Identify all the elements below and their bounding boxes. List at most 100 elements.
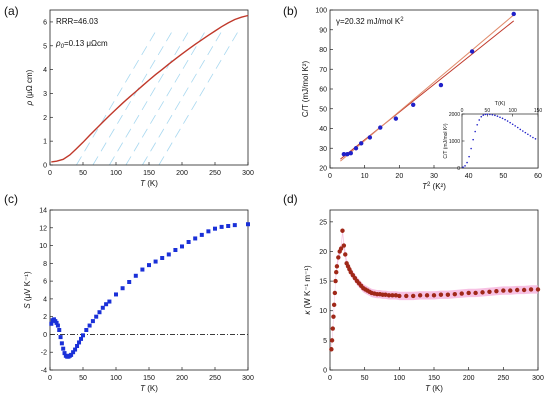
panel-2-xtick-label: 100 [110,375,122,382]
inset-frame [461,113,539,169]
panel-1-ytick-label: 80 [319,47,327,54]
panel-2-xtick-label: 150 [143,375,155,382]
panel-2-xtick-label: 0 [48,375,52,382]
data-point [473,290,478,296]
data-point [331,302,337,308]
inset-data-point [464,165,466,167]
panel-1-ytick-label: 20 [319,166,327,173]
inset-data-point [480,115,483,118]
panel-1-xtick-label: 50 [499,173,507,180]
data-point [77,340,82,345]
data-point [213,226,217,231]
panel-1-xtick-label: 10 [361,173,369,180]
panel-1-xtick-label: 40 [465,173,473,180]
data-point [417,293,423,298]
inset-data-point [514,125,516,127]
panel-0-xtick-label: 250 [209,170,221,177]
data-point [411,102,416,108]
panel-3-xtick-label: 300 [532,375,544,382]
inset-data-point [499,116,501,119]
panel-2-ytick-label: 14 [39,208,47,215]
y-axis-label: S (μV K⁻¹) [23,271,32,309]
faint-guide-line [142,31,222,166]
data-point [73,347,78,352]
data-point [206,229,211,234]
data-point [55,323,60,328]
y-axis-label: C/T (mJ/mol K²) [301,61,310,118]
x-axis-unit: (K) [430,384,443,393]
panel-2-ytick-label: 12 [39,225,47,232]
inset-data-point [484,113,487,116]
inset-data-point [462,166,464,168]
faint-guide-line [76,31,156,166]
data-point [219,224,224,229]
panel-0-frame [49,9,249,166]
data-point [341,243,347,248]
panel-3-ytick-label: 5 [323,338,327,345]
data-point [166,252,171,257]
panel-1-ytick-label: 100 [315,8,327,15]
y-axis-var: S [23,303,32,309]
panel-0-xtick-label: 200 [176,170,188,177]
data-point [79,336,84,341]
panel-0-xtick-label: 150 [143,170,155,177]
y-axis-label: κ (W K⁻¹ m⁻¹) [303,265,312,315]
data-point [84,328,89,332]
panel-2-ytick-label: 10 [39,243,47,250]
faint-guide-line [158,31,239,166]
y-axis-var: κ [303,310,312,315]
data-point [90,319,95,324]
panel-1-xtick-label: 20 [395,173,403,180]
panel-2-xtick-label: 250 [209,375,221,382]
data-point [104,302,109,307]
data-point [329,338,335,343]
inset-xtick-label: 0 [461,108,464,114]
data-point [186,240,191,244]
inset-data-point [519,128,522,131]
data-point [508,288,513,293]
x-axis-label: T (K) [140,179,158,188]
x-axis-unit: (K²) [430,182,446,191]
panel-1-xtick-label: 30 [430,173,438,180]
data-point [367,135,373,140]
inset-data-point [482,114,485,116]
panel-0-ytick-label: 2 [43,115,47,122]
data-point [180,244,184,249]
data-point [226,224,231,228]
panel-3-xtick-label: 50 [361,375,369,382]
inset-data-point [504,118,506,121]
y-axis-var: ρ [25,100,34,106]
data-point [61,346,66,351]
data-point [49,321,54,326]
panel-3-xtick-label: 100 [393,375,405,382]
faint-guide-line [109,31,189,166]
inset-data-point [501,117,504,120]
x-axis-var: T [425,384,431,393]
data-point [71,350,76,355]
panel-2-ytick-label: 0 [43,332,47,339]
data-point [232,223,237,228]
inset-ytick-label: 2000 [449,112,460,118]
panel-b: 0 10 20 30 40 50 602030405060708090100γ=20.32 … [301,8,542,192]
resistivity-curve [51,14,249,163]
panel-2-ytick-label: -4 [41,368,47,375]
inset-data-point [486,113,489,116]
y-axis-unit: (W K⁻¹ m⁻¹) [303,265,312,311]
data-point [153,259,158,264]
x-axis-label: T2 (K²) [422,182,446,191]
inset-data-point [532,136,534,139]
annotation-rrr: RRR=46.03 [56,17,99,26]
x-axis-var: T [422,182,428,191]
data-point [393,116,399,121]
data-point [494,288,499,294]
panel-3-ytick-label: 15 [319,279,327,286]
inset-data-point [529,135,532,137]
data-point [521,287,527,293]
x-axis-label: T (K) [140,384,158,393]
data-point [334,264,340,269]
inset-data-point [496,115,499,117]
data-point [57,328,62,332]
panel-2-ytick-label: 2 [43,314,47,321]
data-point [515,287,520,293]
